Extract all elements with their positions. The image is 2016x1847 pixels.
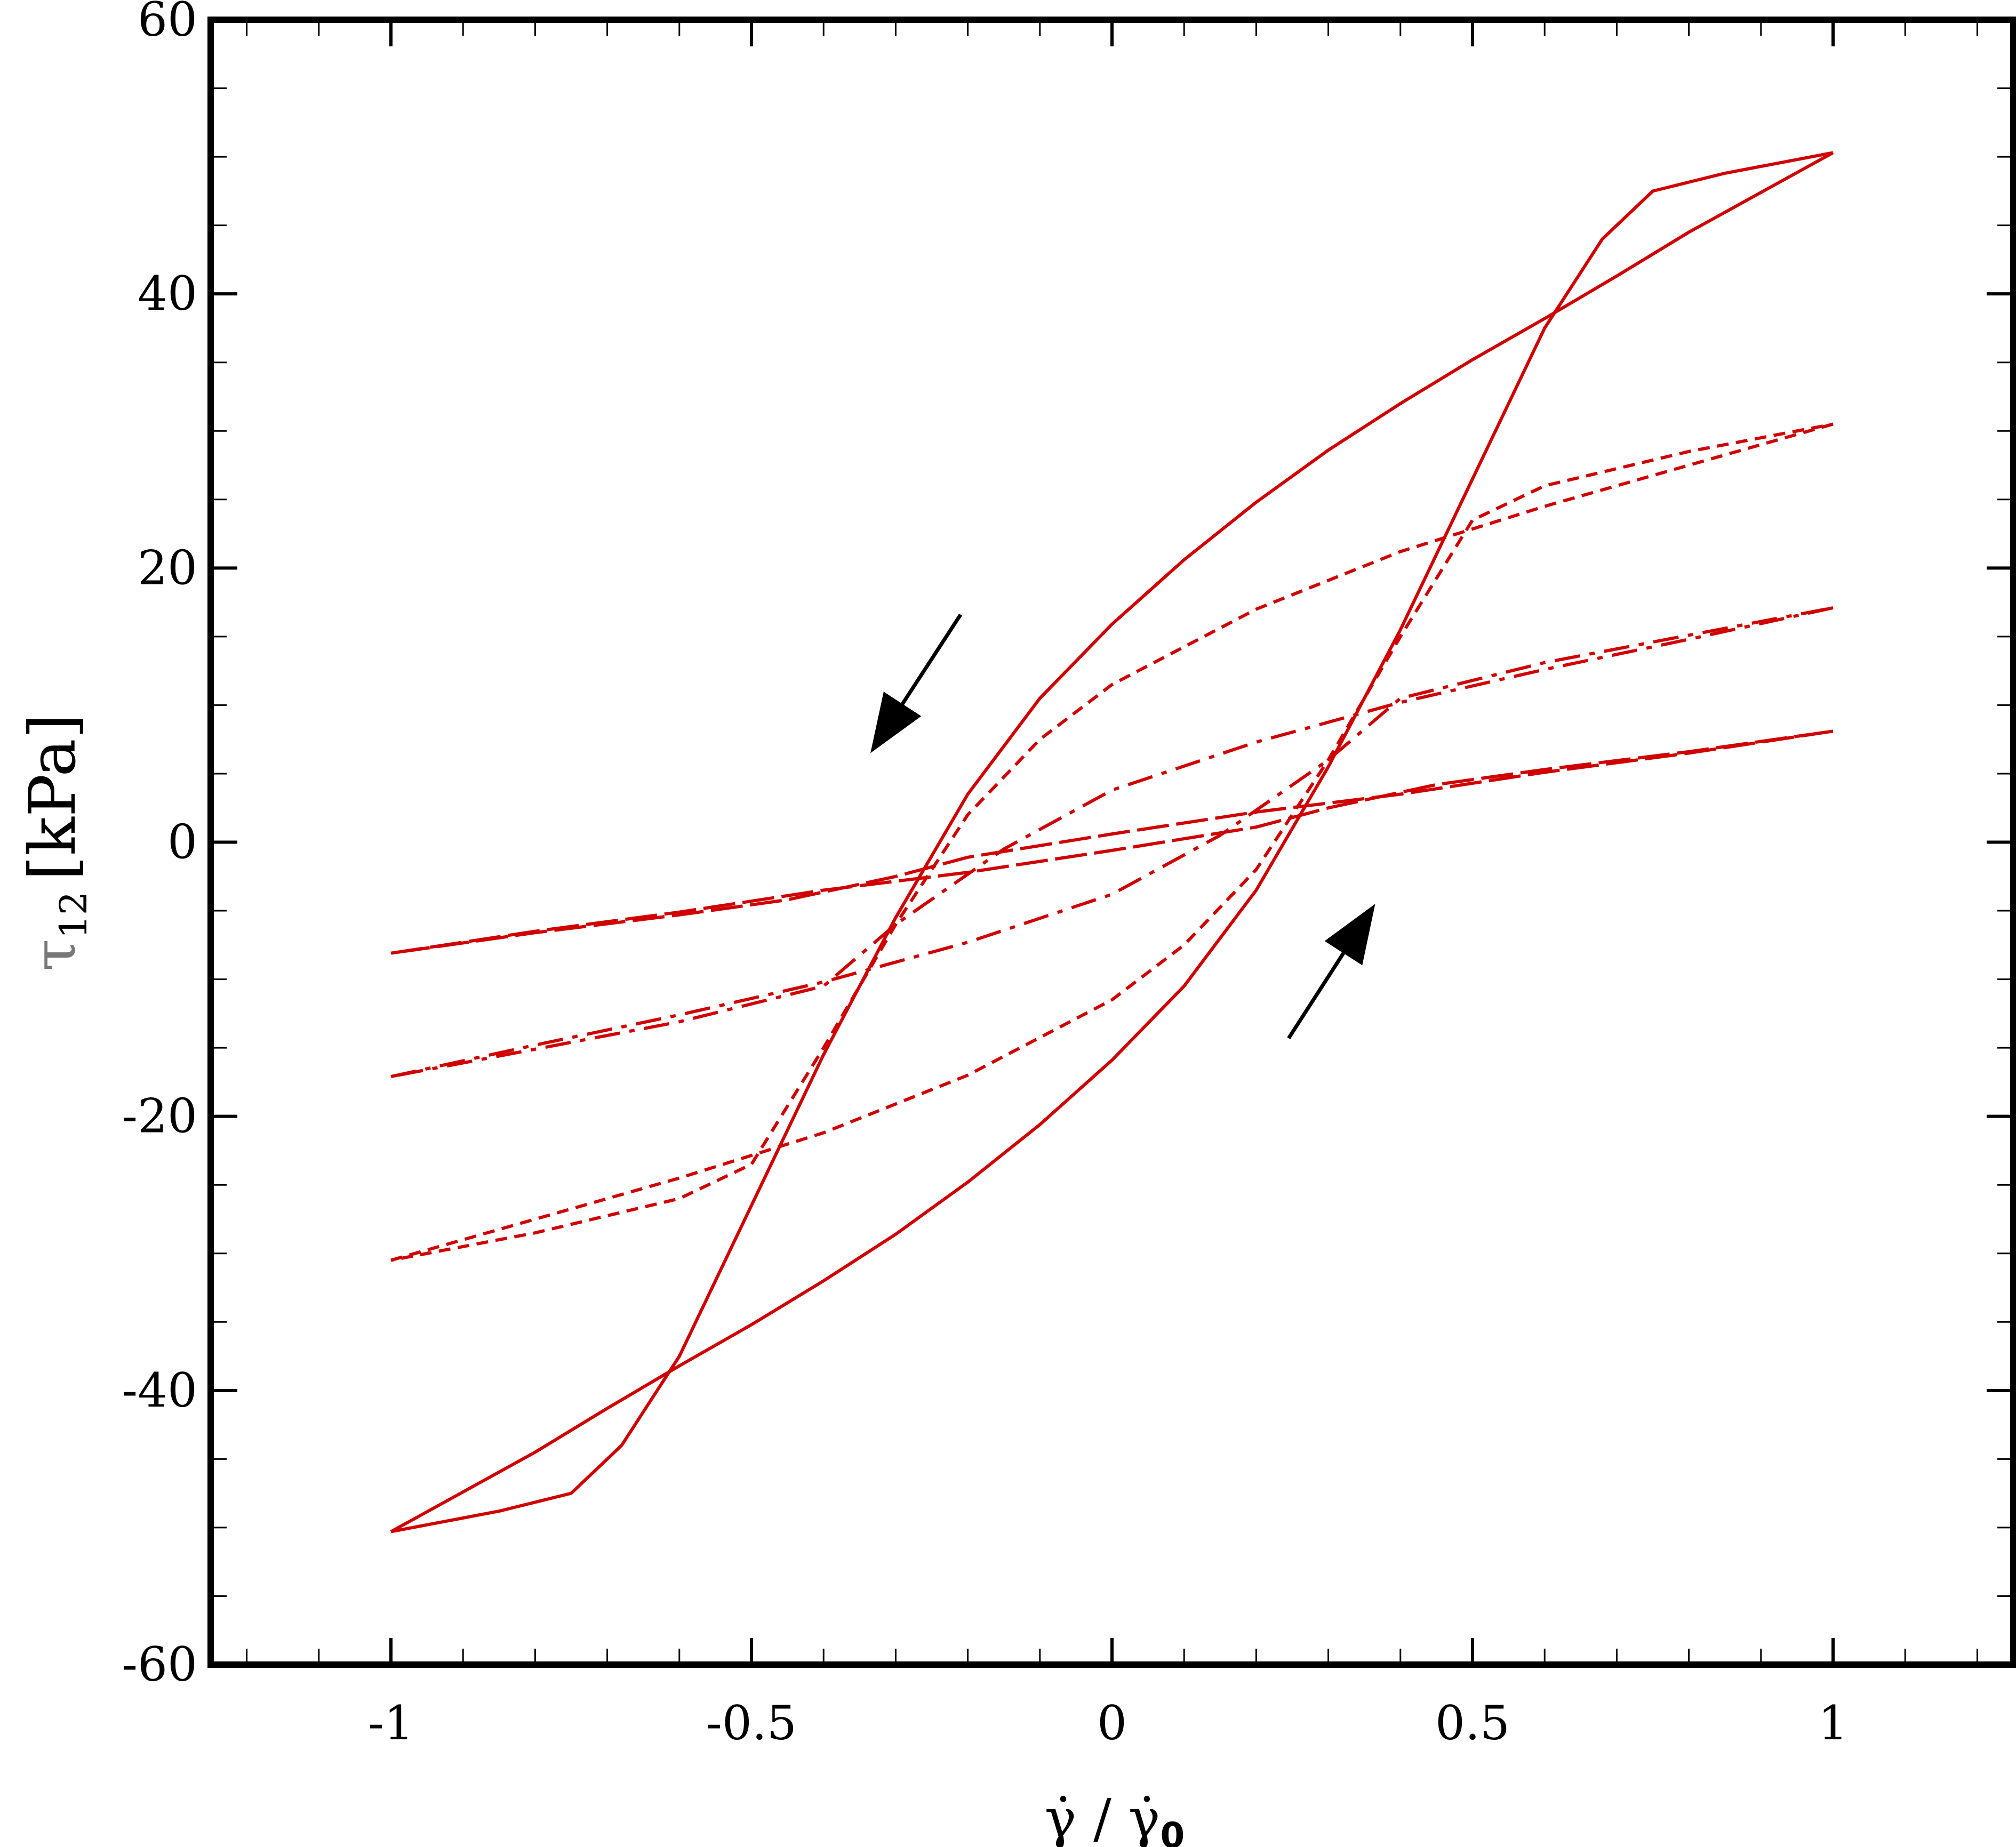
x-axis-title: γ̇ / γ̇0 [1045, 1787, 1185, 1847]
series-line-short-dash-lower [390, 422, 1834, 1262]
y-tick-labels: -60 -40 -20 0 20 40 60 [122, 0, 197, 1692]
y-tick-label: 60 [138, 0, 197, 47]
arrow-up-right [1287, 904, 1375, 1040]
y-tick-label: 40 [138, 266, 197, 321]
y-axis-title: τ12 [kPa] [16, 713, 95, 971]
arrow-head [870, 692, 922, 753]
series-line-solid-lower [390, 151, 1834, 1533]
plot-frame [207, 17, 2016, 1668]
series-line-dash-dot-lower [390, 606, 1834, 1079]
data-series [390, 151, 1834, 1533]
series-line-dash-dot-upper [390, 606, 1834, 1079]
x-tick-labels: -1 -0.5 0 0.5 1 [368, 1696, 1848, 1750]
y-axis-subscript: 12 [52, 892, 95, 939]
arrow-shaft [1287, 952, 1345, 1040]
annotation-arrows [870, 613, 1375, 1040]
series-line-solid-upper [390, 151, 1834, 1533]
series-solid [390, 151, 1834, 1533]
y-tick-label: 0 [167, 815, 197, 870]
x-axis-main: γ̇ [1045, 1787, 1077, 1847]
x-axis-subscript: 0 [1160, 1815, 1185, 1847]
svg-text:τ12[kPa]: τ12 [kPa] [16, 713, 95, 971]
x-tick-label: 1 [1818, 1696, 1848, 1750]
y-tick-label: 20 [138, 540, 197, 595]
x-tick-label: -0.5 [706, 1696, 797, 1750]
minor-ticks [211, 20, 2013, 1665]
arrow-down-left [870, 613, 963, 753]
series-dash-dot [390, 606, 1834, 1079]
arrow-shaft [901, 613, 963, 705]
arrow-head [1324, 904, 1375, 966]
x-tick-label: 0 [1097, 1696, 1127, 1750]
y-axis-unit: [kPa] [16, 713, 90, 880]
series-long-dash [390, 729, 1834, 955]
x-tick-label: 0.5 [1435, 1696, 1510, 1750]
major-ticks [211, 18, 2013, 1666]
series-line-long-dash-lower [390, 729, 1834, 955]
x-tick-label: -1 [368, 1696, 414, 1750]
x-axis-ref: γ̇ [1129, 1787, 1161, 1847]
y-tick-label: -60 [122, 1637, 197, 1692]
y-tick-label: -20 [122, 1089, 197, 1144]
series-short-dash [390, 422, 1834, 1262]
series-line-short-dash-upper [390, 422, 1834, 1262]
y-tick-label: -40 [122, 1363, 197, 1418]
x-axis-separator: / [1076, 1787, 1128, 1847]
y-axis-symbol: τ [20, 939, 89, 971]
series-line-long-dash-upper [390, 729, 1834, 955]
